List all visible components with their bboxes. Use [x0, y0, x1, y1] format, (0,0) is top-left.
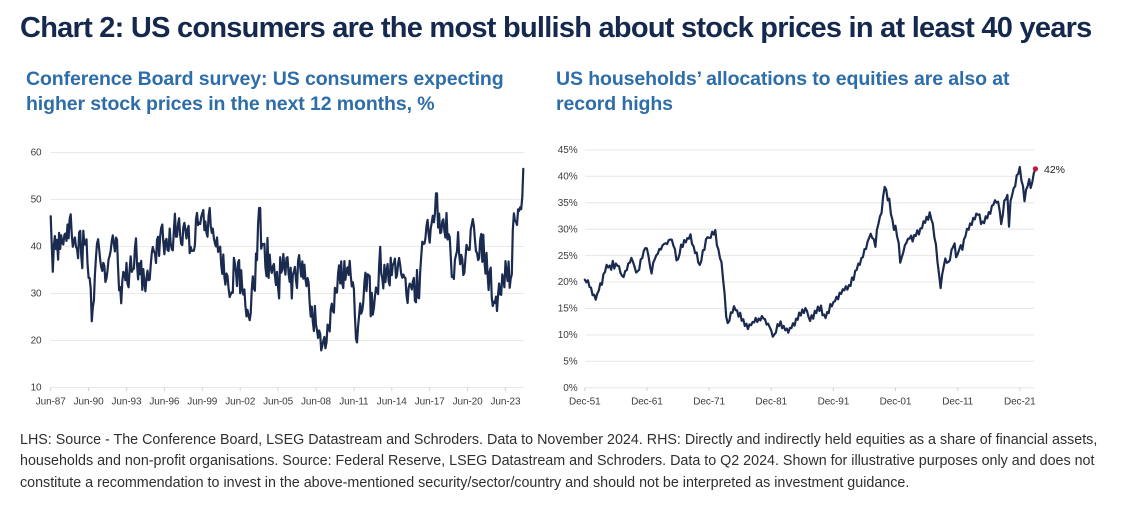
svg-text:Dec-51: Dec-51	[569, 397, 601, 408]
svg-text:5%: 5%	[563, 357, 577, 368]
svg-text:Dec-91: Dec-91	[818, 397, 850, 408]
svg-text:Dec-71: Dec-71	[693, 397, 725, 408]
svg-text:15%: 15%	[558, 304, 578, 315]
svg-text:Dec-21: Dec-21	[1004, 397, 1036, 408]
svg-text:50: 50	[31, 195, 42, 206]
svg-text:35%: 35%	[558, 198, 578, 209]
svg-text:Jun-17: Jun-17	[415, 397, 446, 408]
svg-text:30%: 30%	[558, 224, 578, 235]
svg-text:20%: 20%	[558, 277, 578, 288]
svg-text:40: 40	[31, 242, 42, 253]
svg-text:10%: 10%	[558, 330, 578, 341]
svg-text:Dec-81: Dec-81	[755, 397, 787, 408]
svg-text:20: 20	[31, 336, 42, 347]
svg-text:0%: 0%	[563, 383, 577, 394]
svg-text:Jun-93: Jun-93	[112, 397, 143, 408]
svg-text:Jun-08: Jun-08	[301, 397, 332, 408]
svg-text:25%: 25%	[558, 251, 578, 262]
svg-text:Jun-99: Jun-99	[187, 397, 218, 408]
svg-text:60: 60	[31, 148, 42, 159]
svg-text:Dec-01: Dec-01	[880, 397, 912, 408]
svg-text:Jun-02: Jun-02	[225, 397, 256, 408]
svg-text:Jun-05: Jun-05	[263, 397, 294, 408]
svg-text:Dec-11: Dec-11	[942, 397, 973, 408]
svg-text:Jun-90: Jun-90	[74, 397, 105, 408]
svg-text:30: 30	[31, 289, 42, 300]
svg-text:42%: 42%	[1044, 164, 1065, 176]
svg-text:Jun-11: Jun-11	[339, 397, 369, 408]
svg-text:Dec-61: Dec-61	[631, 397, 663, 408]
svg-text:10: 10	[31, 383, 42, 394]
svg-text:Jun-87: Jun-87	[36, 397, 67, 408]
svg-text:45%: 45%	[558, 145, 578, 156]
svg-text:Jun-96: Jun-96	[149, 397, 180, 408]
svg-text:Jun-20: Jun-20	[453, 397, 484, 408]
svg-text:40%: 40%	[558, 172, 578, 183]
svg-text:Jun-23: Jun-23	[491, 397, 522, 408]
svg-text:Jun-14: Jun-14	[377, 397, 408, 408]
